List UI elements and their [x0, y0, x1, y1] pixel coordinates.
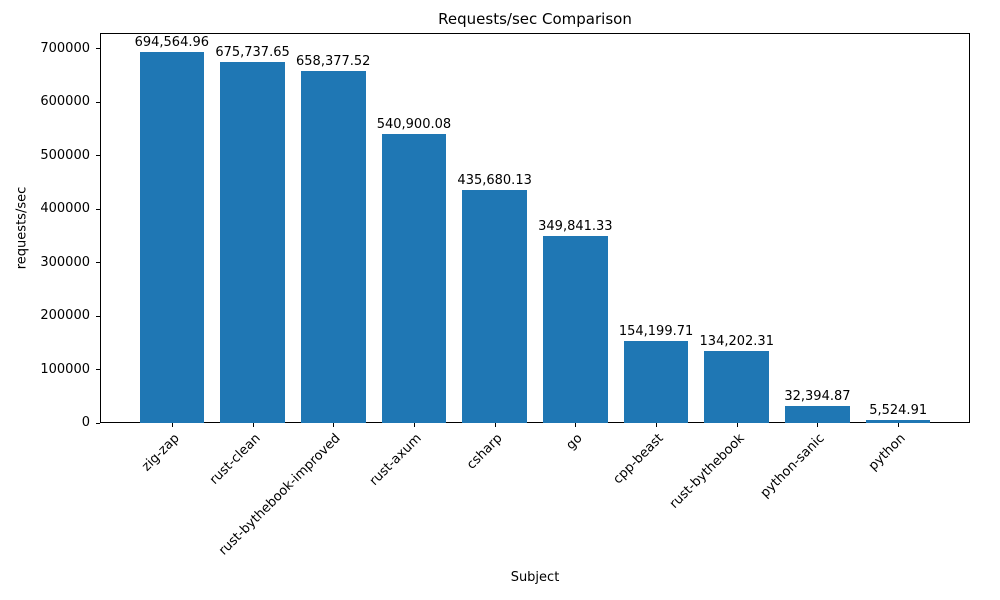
- x-tick-mark: [736, 423, 738, 427]
- bar-value-label: 694,564.96: [134, 34, 210, 50]
- bar-value-label: 154,199.71: [618, 323, 694, 339]
- y-tick-mark: [96, 155, 100, 157]
- y-tick-label: 0: [81, 415, 90, 430]
- bar-value-label: 349,841.33: [538, 218, 613, 234]
- y-tick-mark: [96, 262, 100, 264]
- bar-value-label: 675,737.65: [215, 44, 290, 60]
- bar: [704, 351, 770, 423]
- bar-value-label: 435,680.13: [457, 173, 532, 188]
- bar: [462, 190, 527, 423]
- x-tick-label: go: [563, 431, 586, 454]
- bar: [543, 235, 608, 423]
- x-tick-label: csharp: [463, 431, 506, 473]
- bar: [381, 133, 447, 423]
- x-tick-mark: [817, 423, 819, 427]
- bar-value-label: 134,202.31: [699, 334, 774, 350]
- y-tick-mark: [96, 101, 100, 103]
- bar-value-label: 5,524.91: [869, 403, 928, 419]
- bar-value-label: 540,900.08: [376, 116, 452, 132]
- bar: [139, 51, 205, 423]
- x-tick-label: zig-zap: [138, 431, 183, 475]
- x-tick-mark: [413, 423, 415, 427]
- x-tick-mark: [575, 423, 577, 427]
- y-tick-label: 100000: [40, 361, 90, 377]
- x-tick-mark: [494, 423, 496, 427]
- x-axis-label: Subject: [510, 570, 560, 585]
- x-tick-label: rust-bythebook: [666, 431, 748, 512]
- bar: [865, 420, 931, 423]
- x-tick-mark: [656, 423, 658, 427]
- y-tick-label: 200000: [40, 308, 90, 324]
- x-tick-mark: [333, 423, 335, 427]
- bar-value-label: 658,377.52: [296, 53, 371, 69]
- x-tick-label: rust-clean: [206, 431, 264, 488]
- chart-title: Requests/sec Comparison: [438, 10, 632, 28]
- x-tick-label: rust-axum: [366, 431, 425, 489]
- x-tick-mark: [898, 423, 900, 427]
- y-tick-label: 600000: [40, 94, 90, 110]
- y-tick-mark: [96, 208, 100, 210]
- bar: [220, 61, 285, 423]
- bar: [785, 405, 850, 423]
- x-tick-mark: [252, 423, 254, 427]
- plot-area: [100, 33, 970, 423]
- y-tick-mark: [96, 369, 100, 371]
- x-tick-mark: [171, 423, 173, 427]
- y-tick-label: 500000: [40, 147, 90, 163]
- x-tick-label: python: [866, 431, 909, 474]
- y-tick-mark: [96, 315, 100, 317]
- x-tick-label: cpp-beast: [610, 431, 667, 488]
- bar: [623, 340, 689, 423]
- y-tick-label: 700000: [40, 40, 90, 56]
- x-tick-label: python-sanic: [758, 431, 829, 501]
- y-tick-mark: [96, 422, 100, 424]
- y-tick-mark: [96, 48, 100, 50]
- bar: [300, 70, 366, 423]
- y-tick-label: 300000: [40, 254, 90, 270]
- bar-value-label: 32,394.87: [784, 388, 851, 404]
- y-tick-label: 400000: [40, 201, 90, 217]
